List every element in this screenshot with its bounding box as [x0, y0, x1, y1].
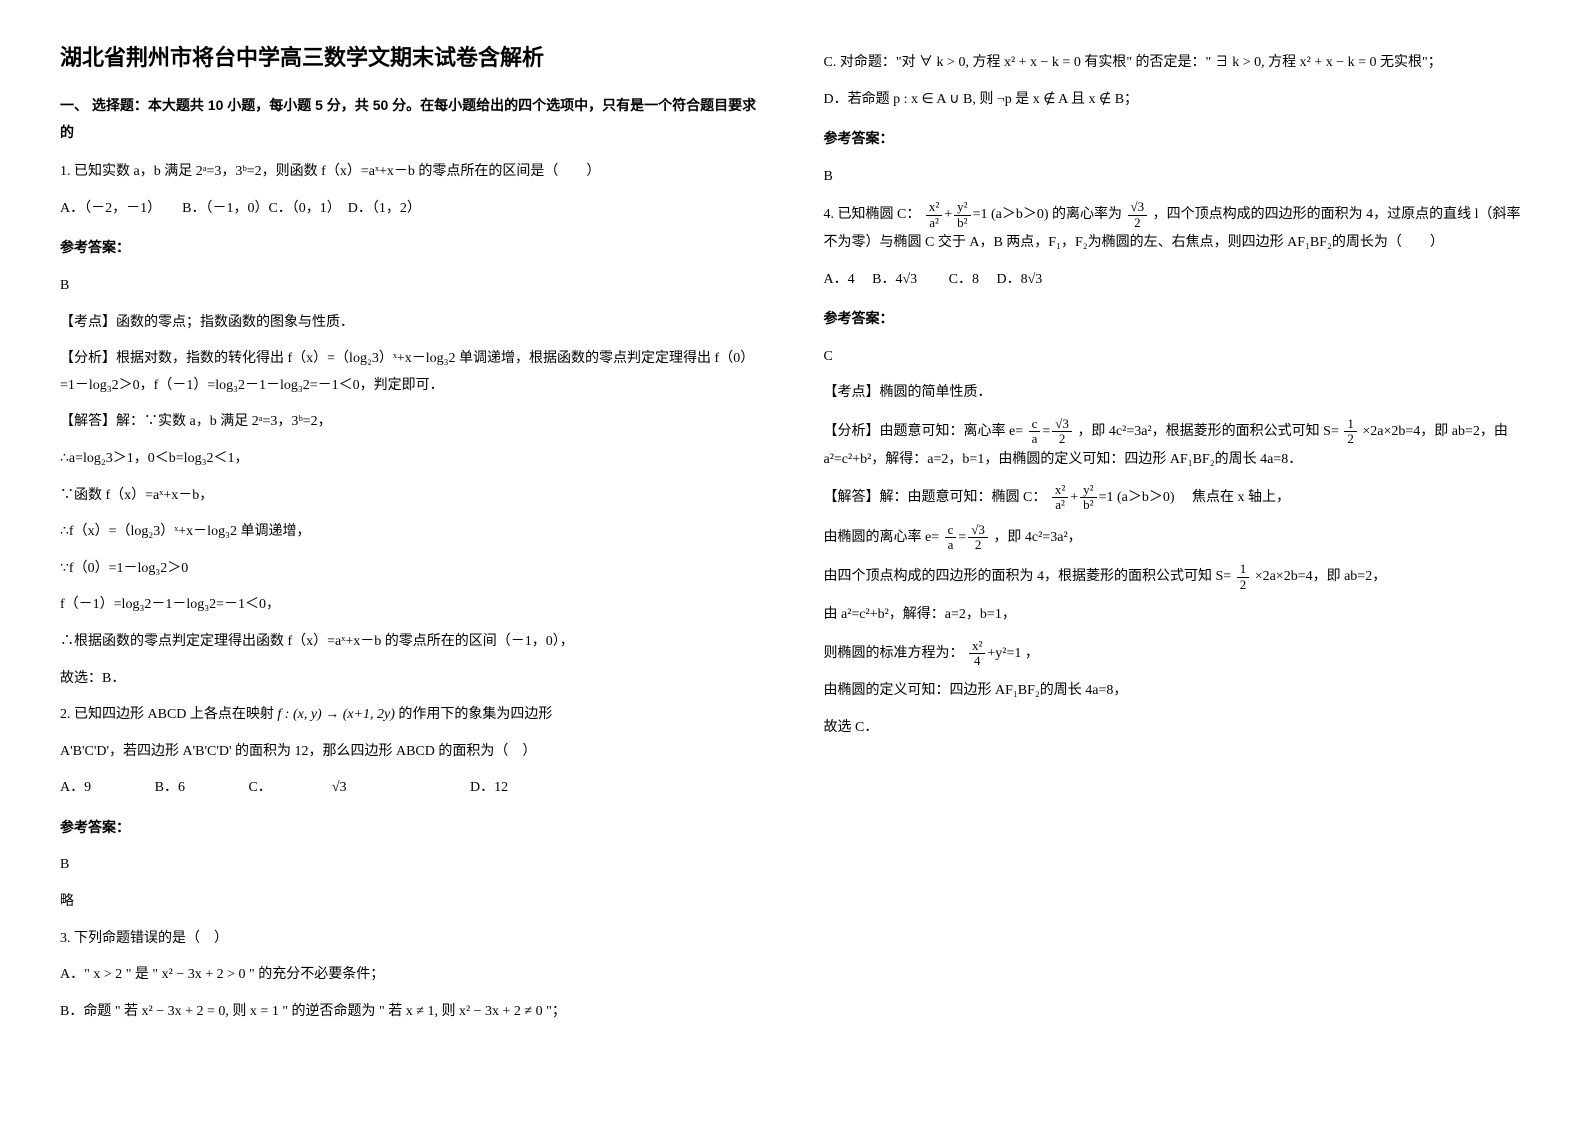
- q4-options: A．4 B．4√3 C．8 D．8√3: [824, 267, 1528, 294]
- q4-answer: C: [824, 344, 1528, 371]
- q4-fenxi: 【分析】由题意可知：离心率 e= ca=√32 ，即 4c²=3a²，根据菱形的…: [824, 417, 1528, 473]
- q2-optC: C．√3: [248, 775, 406, 802]
- q4-jd2: 由椭圆的离心率 e= ca=√32 ，即 4c²=3a²，: [824, 523, 1528, 553]
- q4-stem: 4. 已知椭圆 C： x²a² + y²b² =1 (a＞b＞0) 的离心率为 …: [824, 200, 1528, 256]
- q2-stem-b: 的作用下的象集为四边形: [398, 707, 552, 722]
- q3-optD: D．若命题 p : x ∈ A ∪ B, 则 ¬p 是 x ∉ A 且 x ∉ …: [824, 87, 1528, 114]
- q1-jd2: ∴a=log₂3＞1，0＜b=log₃2＜1，: [60, 446, 764, 473]
- q2-lue: 略: [60, 889, 764, 916]
- q4-stem-b: 的离心率为: [1052, 207, 1122, 222]
- q2-map: f : (x, y) → (x+1, 2y): [277, 707, 395, 722]
- q1-answer: B: [60, 273, 764, 300]
- q3-stem: 3. 下列命题错误的是（ ）: [60, 926, 764, 953]
- q1-jd6: f（－1）=log₃2－1－log₃2=－1＜0，: [60, 592, 764, 619]
- q2-answer: B: [60, 852, 764, 879]
- q2-optD: D．12: [470, 775, 508, 802]
- q3-optC: C. 对命题："对 ∀ k > 0, 方程 x² + x − k = 0 有实根…: [824, 50, 1528, 77]
- q2-optA: A．9: [60, 775, 91, 802]
- q2-stem-a: 2. 已知四边形 ABCD 上各点在映射: [60, 707, 277, 722]
- q1-jd5: ∵f（0）=1－log₃2＞0: [60, 556, 764, 583]
- doc-title: 湖北省荆州市将台中学高三数学文期末试卷含解析: [60, 40, 764, 72]
- left-column: 湖北省荆州市将台中学高三数学文期末试卷含解析 一、 选择题：本大题共 10 小题…: [60, 40, 764, 1035]
- q4-stem-a: 4. 已知椭圆 C：: [824, 207, 921, 222]
- q1-kaodian: 【考点】函数的零点；指数函数的图象与性质．: [60, 310, 764, 337]
- q4-kaodian: 【考点】椭圆的简单性质．: [824, 380, 1528, 407]
- q4-ellipse-eq: x²a²: [926, 200, 942, 230]
- q2-stem-line2: A'B'C'D'，若四边形 A'B'C'D' 的面积为 12，那么四边形 ABC…: [60, 739, 764, 766]
- q4-jd1: 【解答】解：由题意可知：椭圆 C： x²a²+y²b²=1 (a＞b＞0) 焦点…: [824, 483, 1528, 513]
- q1-jd4: ∴f（x）=（log₂3）ˣ+x－log₃2 单调递增，: [60, 519, 764, 546]
- right-column: C. 对命题："对 ∀ k > 0, 方程 x² + x − k = 0 有实根…: [824, 40, 1528, 1035]
- q4-jd4: 由 a²=c²+b²，解得：a=2，b=1，: [824, 602, 1528, 629]
- q4-jd3: 由四个顶点构成的四边形的面积为 4，根据菱形的面积公式可知 S= 12 ×2a×…: [824, 562, 1528, 592]
- q4-ecc: √32: [1128, 200, 1148, 230]
- q4-jd7: 故选 C．: [824, 715, 1528, 742]
- q1-options: A．（－2，－1） B．（－1，0）C．（0，1） D．（1，2）: [60, 196, 764, 223]
- q4-optA: A．4: [824, 272, 855, 287]
- q2-options: A．9 B．6 C．√3 D．12: [60, 775, 764, 802]
- q1-jd7: ∴根据函数的零点判定定理得出函数 f（x）=aˣ+x－b 的零点所在的区间（－1…: [60, 629, 764, 656]
- q1-fenxi: 【分析】根据对数，指数的转化得出 f（x）=（log₂3）ˣ+x－log₃2 单…: [60, 346, 764, 399]
- q1-jd1: 【解答】解：∵实数 a，b 满足 2ᵃ=3，3ᵇ=2，: [60, 409, 764, 436]
- q1-jd3: ∵函数 f（x）=aˣ+x－b，: [60, 483, 764, 510]
- q1-jd8: 故选：B．: [60, 666, 764, 693]
- q3-answer-label: 参考答案：: [824, 127, 1528, 154]
- q4-optC: C．8: [949, 272, 979, 287]
- q1-stem: 1. 已知实数 a，b 满足 2ᵃ=3，3ᵇ=2，则函数 f（x）=aˣ+x－b…: [60, 159, 764, 186]
- q3-optB: B．命题 " 若 x² − 3x + 2 = 0, 则 x = 1 " 的逆否命…: [60, 999, 764, 1026]
- q3-optA: A．" x > 2 " 是 " x² − 3x + 2 > 0 " 的充分不必要…: [60, 962, 764, 989]
- q4-optB: B．4√3: [872, 272, 917, 287]
- q4-jd6: 由椭圆的定义可知：四边形 AF₁BF₂的周长 4a=8，: [824, 678, 1528, 705]
- q4-optD: D．8√3: [997, 272, 1043, 287]
- q1-answer-label: 参考答案：: [60, 236, 764, 263]
- q4-answer-label: 参考答案：: [824, 307, 1528, 334]
- section-1-heading: 一、 选择题：本大题共 10 小题，每小题 5 分，共 50 分。在每小题给出的…: [60, 92, 764, 145]
- q2-optB: B．6: [155, 775, 185, 802]
- q3-answer: B: [824, 164, 1528, 191]
- q2-stem-line1: 2. 已知四边形 ABCD 上各点在映射 f : (x, y) → (x+1, …: [60, 702, 764, 729]
- q4-jd5: 则椭圆的标准方程为： x²4+y²=1 ，: [824, 639, 1528, 669]
- q2-answer-label: 参考答案：: [60, 816, 764, 843]
